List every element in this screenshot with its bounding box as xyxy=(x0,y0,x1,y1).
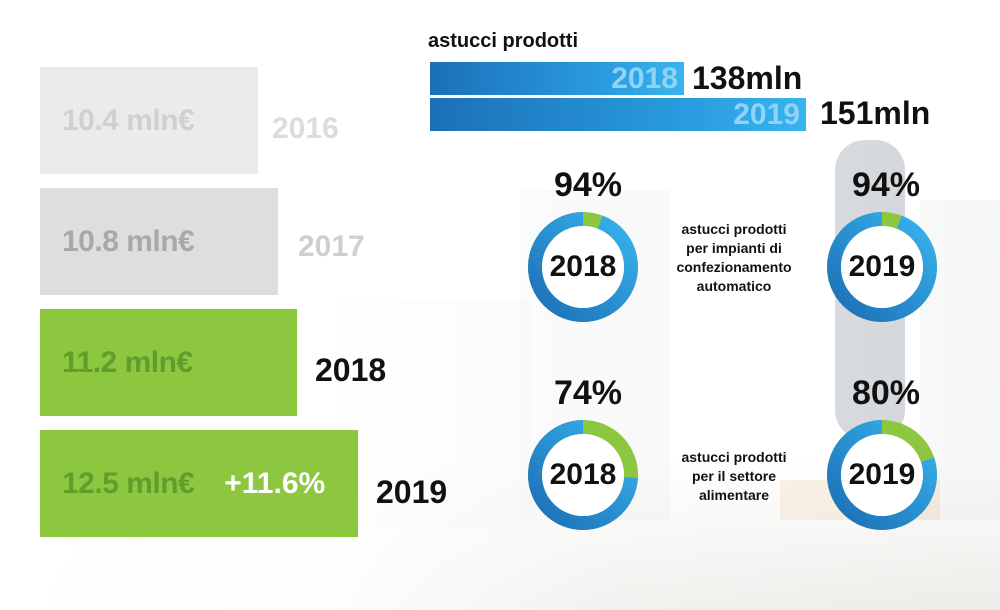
donut-center xyxy=(841,434,923,516)
donut-2018-automatic: 2018 xyxy=(527,211,639,323)
donut-share-arc xyxy=(528,212,638,322)
caption-automatic: astucci prodotti per impianti di confezi… xyxy=(664,220,804,296)
donut-percent-label: 94% xyxy=(553,166,623,204)
produced-bar-2018: 2018 xyxy=(430,62,684,95)
donut-2019-automatic: 2019 xyxy=(826,211,938,323)
donut-year-label: 2019 xyxy=(848,250,916,283)
caption-line: automatico xyxy=(696,278,772,294)
caption-line: confezionamento xyxy=(676,259,792,275)
donut-2018-food: 2018 xyxy=(527,419,639,531)
revenue-value-label: 10.4 mln€ xyxy=(62,103,195,137)
produced-bar-2019: 2019 xyxy=(430,98,806,131)
donut-2019-food: 2019 xyxy=(826,419,938,531)
donut-center xyxy=(542,434,624,516)
donut-percent-label: 74% xyxy=(553,374,623,412)
produced-value-label: 151mln xyxy=(820,95,931,131)
donut-svg xyxy=(528,212,638,322)
donut-svg xyxy=(528,420,638,530)
revenue-year-label: 2019 xyxy=(376,474,448,510)
donut-svg xyxy=(827,212,937,322)
revenue-year-label: 2017 xyxy=(298,230,365,263)
caption-line: per il settore xyxy=(691,468,777,484)
growth-label: +11.6% xyxy=(224,466,326,500)
produced-year-label: 2018 xyxy=(611,62,678,95)
revenue-value-label: 12.5 mln€ xyxy=(62,466,195,500)
caption-food: astucci prodotti per il settore alimenta… xyxy=(664,448,804,505)
donut-center xyxy=(542,226,624,308)
caption-line: astucci prodotti xyxy=(681,221,787,237)
donut-percent-label: 94% xyxy=(851,166,921,204)
revenue-value-label: 11.2 mln€ xyxy=(62,345,193,379)
donut-year-label: 2019 xyxy=(848,458,916,491)
donut-share-arc xyxy=(528,420,638,530)
donut-percent-label: 80% xyxy=(851,374,921,412)
donut-year-label: 2018 xyxy=(549,250,617,283)
revenue-value-label: 10.8 mln€ xyxy=(62,224,195,258)
revenue-bar-2018: 11.2 mln€ xyxy=(40,309,297,416)
produced-value-label: 138mln xyxy=(692,60,803,96)
caption-line: per impianti di xyxy=(686,240,782,256)
revenue-bar-2017: 10.8 mln€ xyxy=(40,188,278,295)
produced-title: astucci prodotti xyxy=(428,30,579,52)
donut-share-arc xyxy=(827,212,937,322)
donut-svg xyxy=(827,420,937,530)
caption-line: astucci prodotti xyxy=(681,449,787,465)
donut-year-label: 2018 xyxy=(549,458,617,491)
revenue-bar-2016: 10.4 mln€ xyxy=(40,67,258,174)
donut-center xyxy=(841,226,923,308)
produced-year-label: 2019 xyxy=(733,98,800,131)
caption-line: alimentare xyxy=(698,487,770,503)
revenue-bar-2019: 12.5 mln€ +11.6% xyxy=(40,430,358,537)
donut-share-arc xyxy=(827,420,937,530)
revenue-year-label: 2018 xyxy=(315,352,387,388)
revenue-year-label: 2016 xyxy=(272,112,339,145)
